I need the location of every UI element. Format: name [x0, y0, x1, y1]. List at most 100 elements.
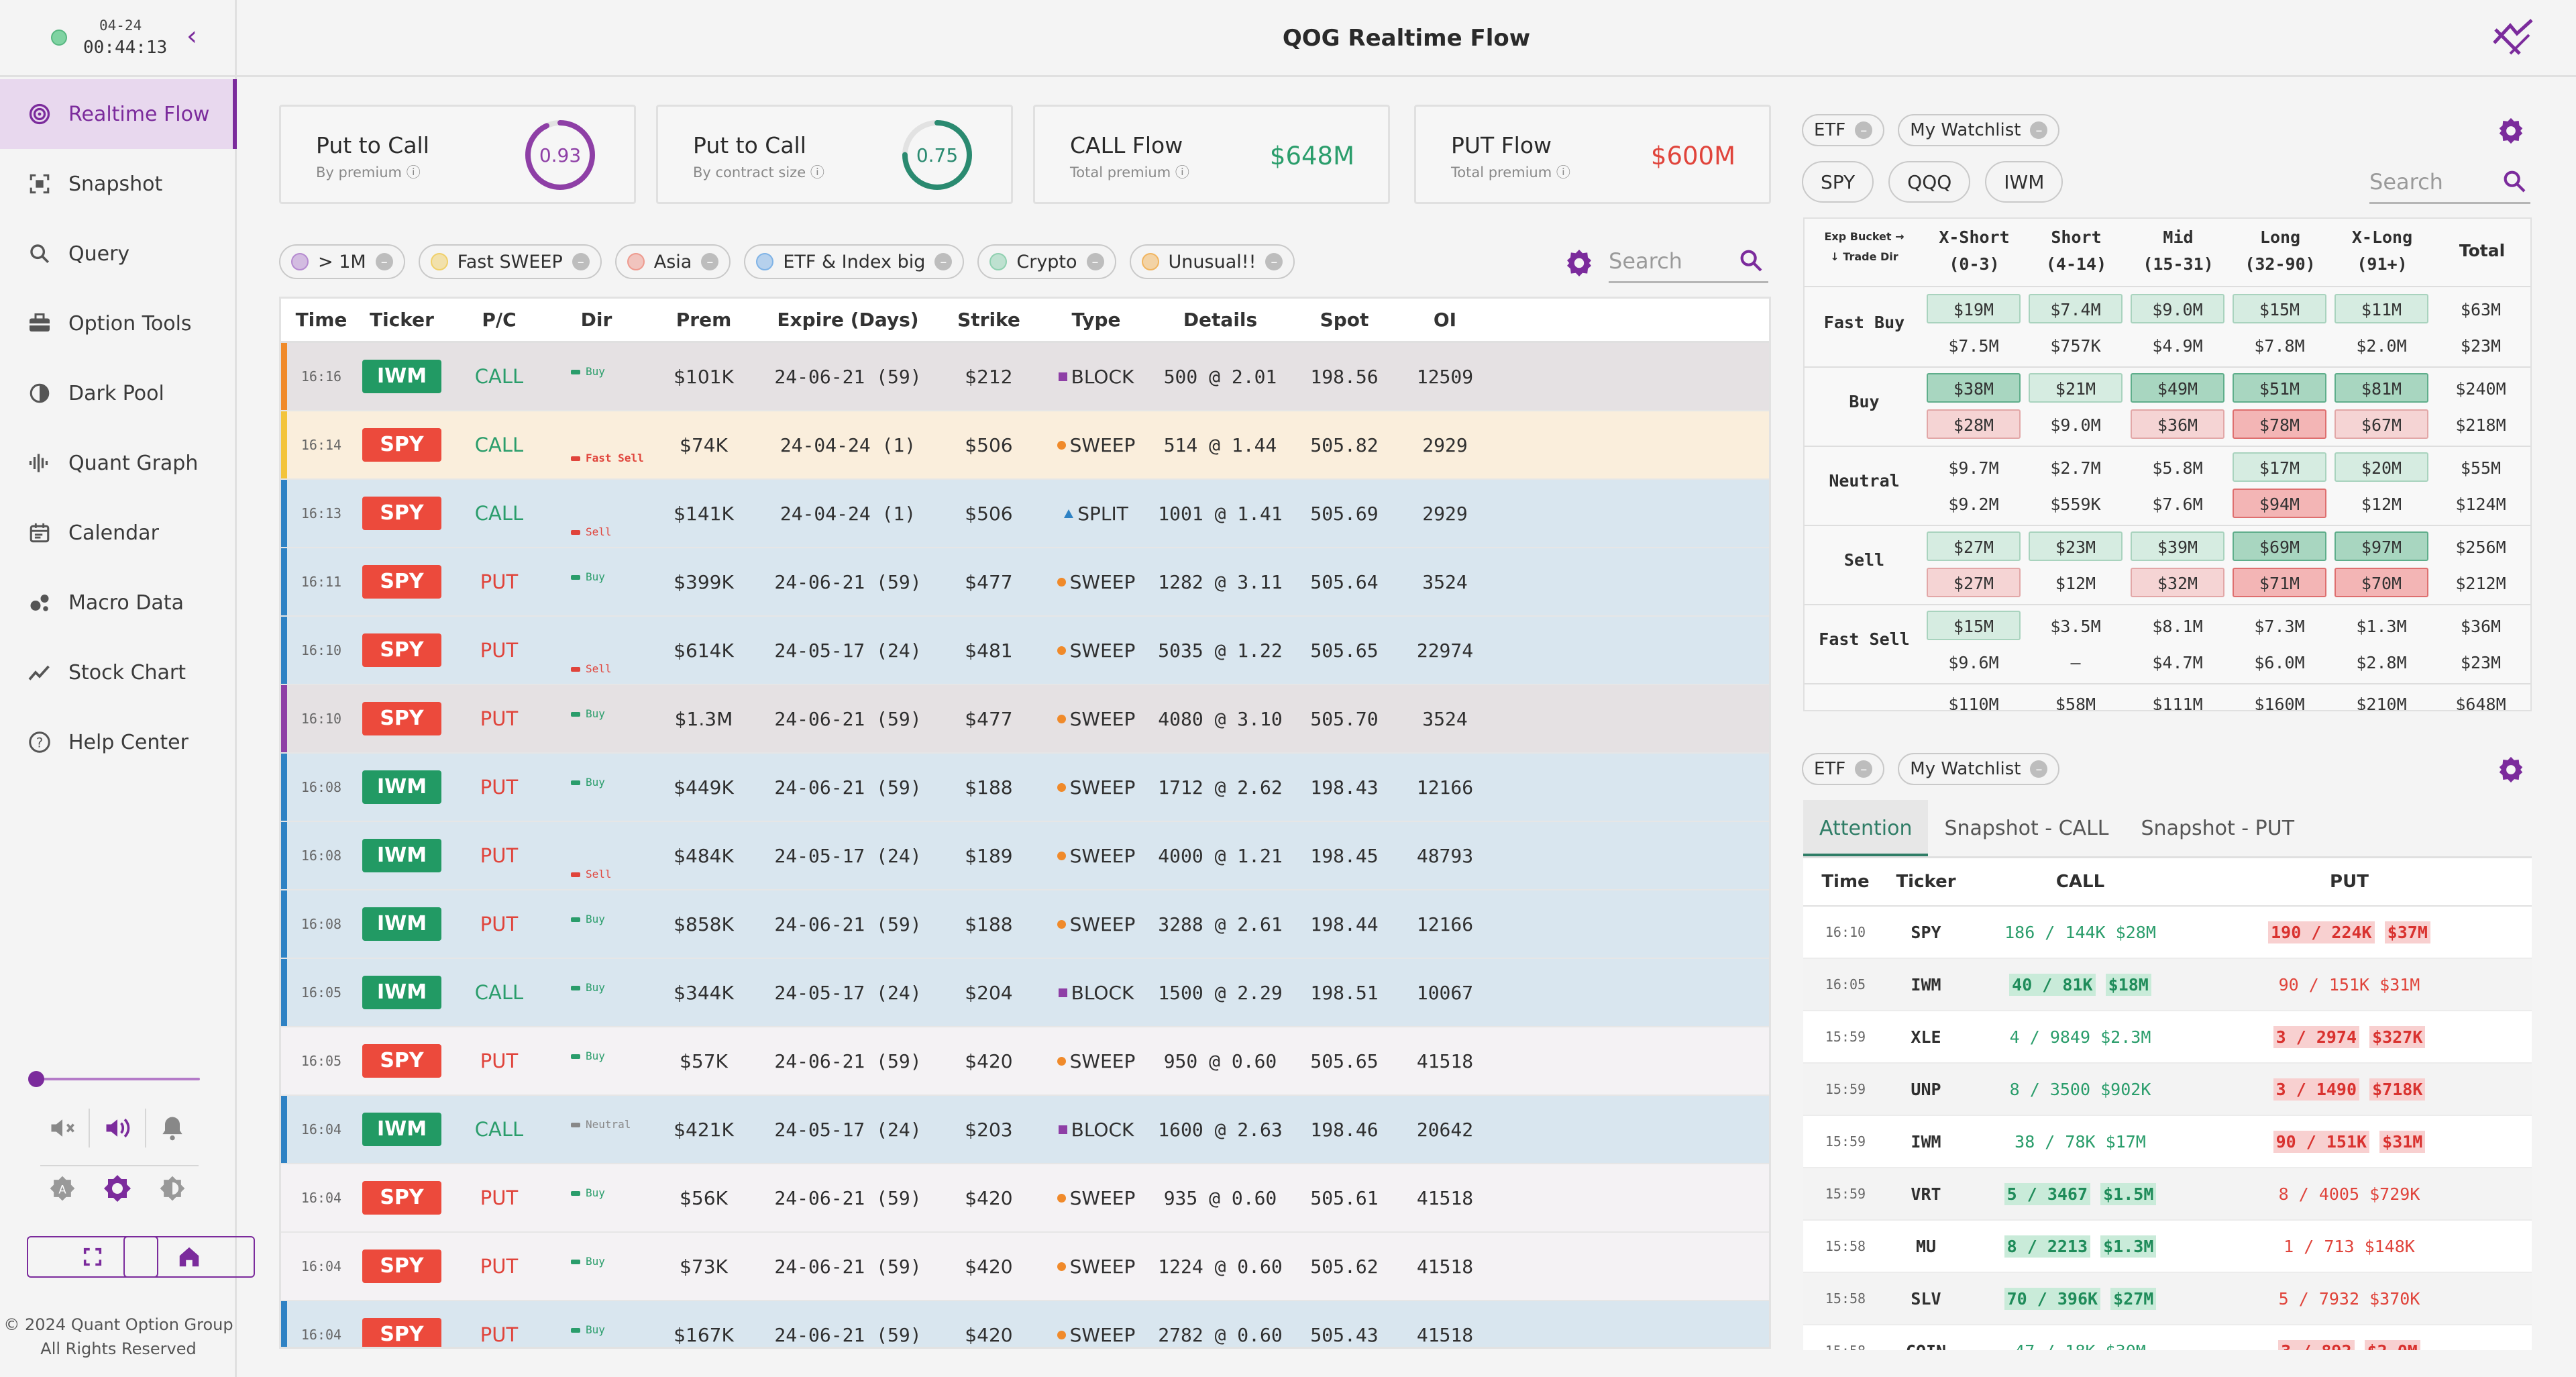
dark-theme-icon[interactable] [150, 1166, 195, 1211]
heatmap-cell[interactable]: $28M [1927, 409, 2021, 439]
attention-row[interactable]: 15:59 UNP 8 / 3500 $902K 3 / 1490 $718K [1803, 1064, 2532, 1116]
tab-snapshot-call[interactable]: Snapshot - CALL [1944, 817, 2109, 840]
group-tag[interactable]: My Watchlist – [1898, 114, 2060, 146]
ticker-badge[interactable]: SPY [362, 1318, 441, 1347]
heatmap-cell[interactable]: $20M [2334, 452, 2428, 482]
volume-icon[interactable] [95, 1106, 140, 1150]
flow-row[interactable]: 16:05 IWM CALL Buy $344K 24-05-17 (24) $204 BLO… [281, 959, 1769, 1027]
ticker-badge[interactable]: IWM [362, 839, 441, 872]
heatmap-cell[interactable]: $12M [2361, 495, 2402, 514]
nav-item-snapshot[interactable]: Snapshot [0, 149, 237, 219]
attention-row[interactable]: 15:58COIN47 / 18K $30M3 / 892 $2.0M [1803, 1325, 2532, 1350]
filter-chip[interactable]: > 1M – [279, 244, 405, 279]
flow-row[interactable]: 16:10 SPY PUT Buy $1.3M 24-06-21 (59) $477 SWEE… [281, 685, 1769, 754]
heatmap-cell[interactable]: $7.6M [2152, 495, 2203, 514]
flow-row[interactable]: 16:13 SPY CALL Sell $141K 24-04-24 (1) $506 SPL… [281, 480, 1769, 548]
auto-theme-icon[interactable]: A [40, 1166, 85, 1211]
heatmap-cell[interactable]: $15M [1927, 611, 2021, 640]
filter-settings-gear-icon[interactable] [1563, 247, 1595, 282]
ticker-badge[interactable]: IWM [362, 976, 441, 1009]
flow-row[interactable]: 16:11 SPY PUT Buy $399K 24-06-21 (59) $477 SWEE… [281, 548, 1769, 617]
flow-row[interactable]: 16:10 SPY PUT Sell $614K 24-05-17 (24) $481 SWE… [281, 617, 1769, 685]
heatmap-cell[interactable]: $9.7M [1948, 458, 1999, 478]
filter-chip[interactable]: Unusual!! – [1129, 244, 1295, 279]
filter-chip[interactable]: Asia – [614, 244, 731, 279]
flow-search-input[interactable]: Search [1609, 243, 1768, 283]
tab-attention[interactable]: Attention [1803, 800, 1929, 856]
flow-row[interactable]: 16:04 SPY PUT Buy $56K 24-06-21 (59) $420 SWEEP… [281, 1164, 1769, 1233]
remove-tag-icon[interactable]: – [2030, 121, 2048, 139]
filter-chip[interactable]: Crypto – [977, 244, 1116, 279]
heatmap-cell[interactable]: $32M [2131, 568, 2224, 597]
ticker-search-input[interactable]: Search [2369, 162, 2530, 204]
nav-item-stock-chart[interactable]: Stock Chart [0, 638, 237, 707]
remove-filter-icon[interactable]: – [934, 253, 953, 270]
nav-item-help-center[interactable]: ? Help Center [0, 707, 237, 777]
ticker-badge[interactable]: IWM [362, 907, 441, 941]
heatmap-cell[interactable]: – [2070, 653, 2081, 672]
tab-snapshot-put[interactable]: Snapshot - PUT [2141, 817, 2295, 840]
heatmap-cell[interactable]: $15M [2233, 294, 2326, 323]
heatmap-cell[interactable]: $49M [2131, 373, 2224, 403]
ticker-chip[interactable]: IWM [1985, 161, 2063, 203]
ticker-badge[interactable]: SPY [362, 1181, 441, 1215]
remove-tag-icon[interactable]: – [2030, 760, 2048, 778]
flow-row[interactable]: 16:08 IWM PUT Buy $858K 24-06-21 (59) $188 SWEE… [281, 890, 1769, 959]
heatmap-cell[interactable]: $27M [1927, 531, 2021, 561]
remove-filter-icon[interactable]: – [375, 253, 393, 270]
flow-row[interactable]: 16:05 SPY PUT Buy $57K 24-06-21 (59) $420 SWEEP… [281, 1027, 1769, 1096]
attention-row[interactable]: 16:05 IWM 40 / 81K $18M 90 / 151K $31M [1803, 959, 2532, 1011]
flow-row[interactable]: 16:04 IWM CALL Neutral $421K 24-05-17 (24) $20… [281, 1096, 1769, 1164]
info-icon[interactable]: ⓘ [1556, 164, 1570, 181]
heatmap-cell[interactable]: $36M [2131, 409, 2224, 439]
heatmap-cell[interactable]: $69M [2233, 531, 2326, 561]
flow-row[interactable]: 16:04 SPY PUT Buy $73K 24-06-21 (59) $420 SWEEP… [281, 1233, 1769, 1301]
fullscreen-button[interactable] [27, 1236, 158, 1278]
heatmap-cell[interactable]: $6.0M [2254, 653, 2305, 672]
heatmap-cell[interactable]: $23M [2029, 531, 2123, 561]
ticker-chip[interactable]: QQQ [1888, 161, 1971, 203]
nav-item-calendar[interactable]: Calendar [0, 498, 237, 568]
alarm-icon[interactable] [150, 1106, 195, 1150]
heatmap-cell[interactable]: $7.3M [2254, 617, 2305, 636]
attention-settings-gear-icon[interactable] [2496, 754, 2526, 788]
search-icon[interactable] [2501, 168, 2528, 200]
nav-item-option-tools[interactable]: Option Tools [0, 289, 237, 358]
nav-item-quant-graph[interactable]: Quant Graph [0, 428, 237, 498]
flow-row[interactable]: 16:04 SPY PUT Buy $167K 24-06-21 (59) $420 SWEE… [281, 1301, 1769, 1347]
heatmap-cell[interactable]: $9.0M [2050, 415, 2101, 435]
heatmap-cell[interactable]: $8.1M [2152, 617, 2203, 636]
ticker-chip[interactable]: SPY [1802, 161, 1874, 203]
volume-slider-track[interactable] [35, 1078, 200, 1080]
heatmap-cell[interactable]: $12M [2055, 574, 2096, 593]
heatmap-cell[interactable]: $51M [2233, 373, 2326, 403]
heatmap-cell[interactable]: $38M [1927, 373, 2021, 403]
ticker-badge[interactable]: SPY [362, 565, 441, 599]
home-button[interactable] [123, 1236, 255, 1278]
mute-icon[interactable] [40, 1106, 85, 1150]
ticker-badge[interactable]: SPY [362, 1044, 441, 1078]
heatmap-cell[interactable]: $559K [2050, 495, 2101, 514]
heatmap-cell[interactable]: $67M [2334, 409, 2428, 439]
attention-row[interactable]: 15:59 VRT 5 / 3467 $1.5M 8 / 4005 $729K [1803, 1168, 2532, 1221]
ticker-badge[interactable]: SPY [362, 497, 441, 530]
remove-tag-icon[interactable]: – [1855, 760, 1873, 778]
flow-row[interactable]: 16:14 SPY CALL Fast Sell $74K 24-04-24 (1) $50… [281, 411, 1769, 480]
heatmap-cell[interactable]: $3.5M [2050, 617, 2101, 636]
filter-chip[interactable]: Fast SWEEP – [418, 244, 602, 279]
heatmap-cell[interactable]: $2.7M [2050, 458, 2101, 478]
info-icon[interactable]: ⓘ [1175, 164, 1189, 181]
volume-slider-handle[interactable] [28, 1071, 44, 1087]
remove-filter-icon[interactable]: – [1265, 253, 1283, 270]
heatmap-cell[interactable]: $2.0M [2356, 336, 2407, 356]
heatmap-cell[interactable]: $7.8M [2254, 336, 2305, 356]
heatmap-cell[interactable]: $7.4M [2029, 294, 2123, 323]
attention-row[interactable]: 15:59 IWM 38 / 78K $17M 90 / 151K $31M [1803, 1116, 2532, 1168]
collapse-sidebar-icon[interactable]: ‹ [186, 21, 197, 52]
search-icon[interactable] [1737, 247, 1764, 279]
heatmap-cell[interactable]: $9.0M [2131, 294, 2224, 323]
heatmap-cell[interactable]: $94M [2233, 489, 2326, 518]
heatmap-cell[interactable]: $71M [2233, 568, 2326, 597]
ticker-badge[interactable]: IWM [362, 1113, 441, 1146]
heatmap-cell[interactable]: $4.7M [2152, 653, 2203, 672]
